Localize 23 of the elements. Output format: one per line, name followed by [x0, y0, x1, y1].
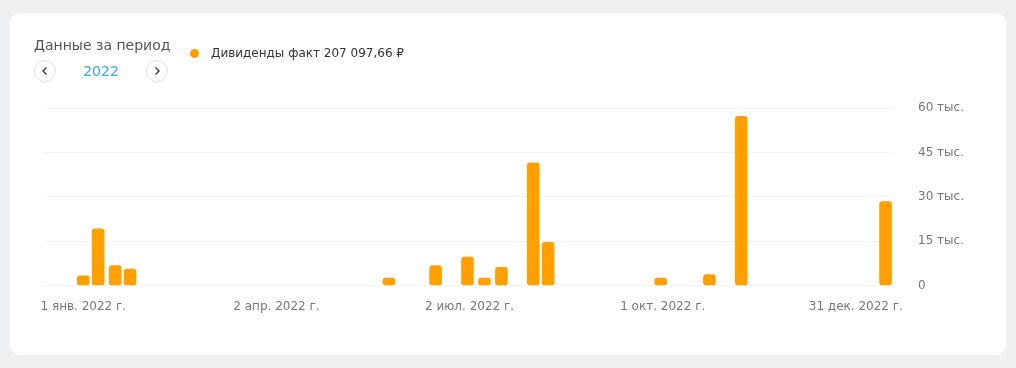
- legend-label: Дивиденды факт 207 097,66 ₽: [211, 46, 404, 60]
- bar: [429, 265, 442, 286]
- bar: [526, 162, 540, 286]
- bar: [879, 201, 892, 286]
- bar: [541, 242, 555, 286]
- x-tick-label: 31 дек. 2022 г.: [808, 298, 903, 313]
- y-tick-label: 15 тыс.: [918, 233, 965, 248]
- x-tick-label: 1 янв. 2022 г.: [40, 298, 127, 313]
- x-tick-label: 2 июл. 2022 г.: [425, 298, 515, 313]
- y-tick-label: 60 тыс.: [918, 100, 965, 115]
- bar: [734, 115, 748, 286]
- y-tick-label: 45 тыс.: [918, 144, 965, 159]
- x-tick-label: 1 окт. 2022 г.: [620, 298, 706, 313]
- y-tick-label: 30 тыс.: [918, 188, 965, 203]
- chart-title: Данные за период: [34, 37, 171, 53]
- chart-subtitle: 2022: [82, 63, 120, 79]
- x-tick-label: 2 апр. 2022 г.: [233, 298, 320, 313]
- bar: [91, 228, 105, 286]
- y-tick-label: 0: [918, 277, 926, 292]
- bar: [123, 268, 137, 286]
- bar: [495, 266, 508, 286]
- bar: [461, 256, 474, 286]
- bar: [108, 265, 122, 286]
